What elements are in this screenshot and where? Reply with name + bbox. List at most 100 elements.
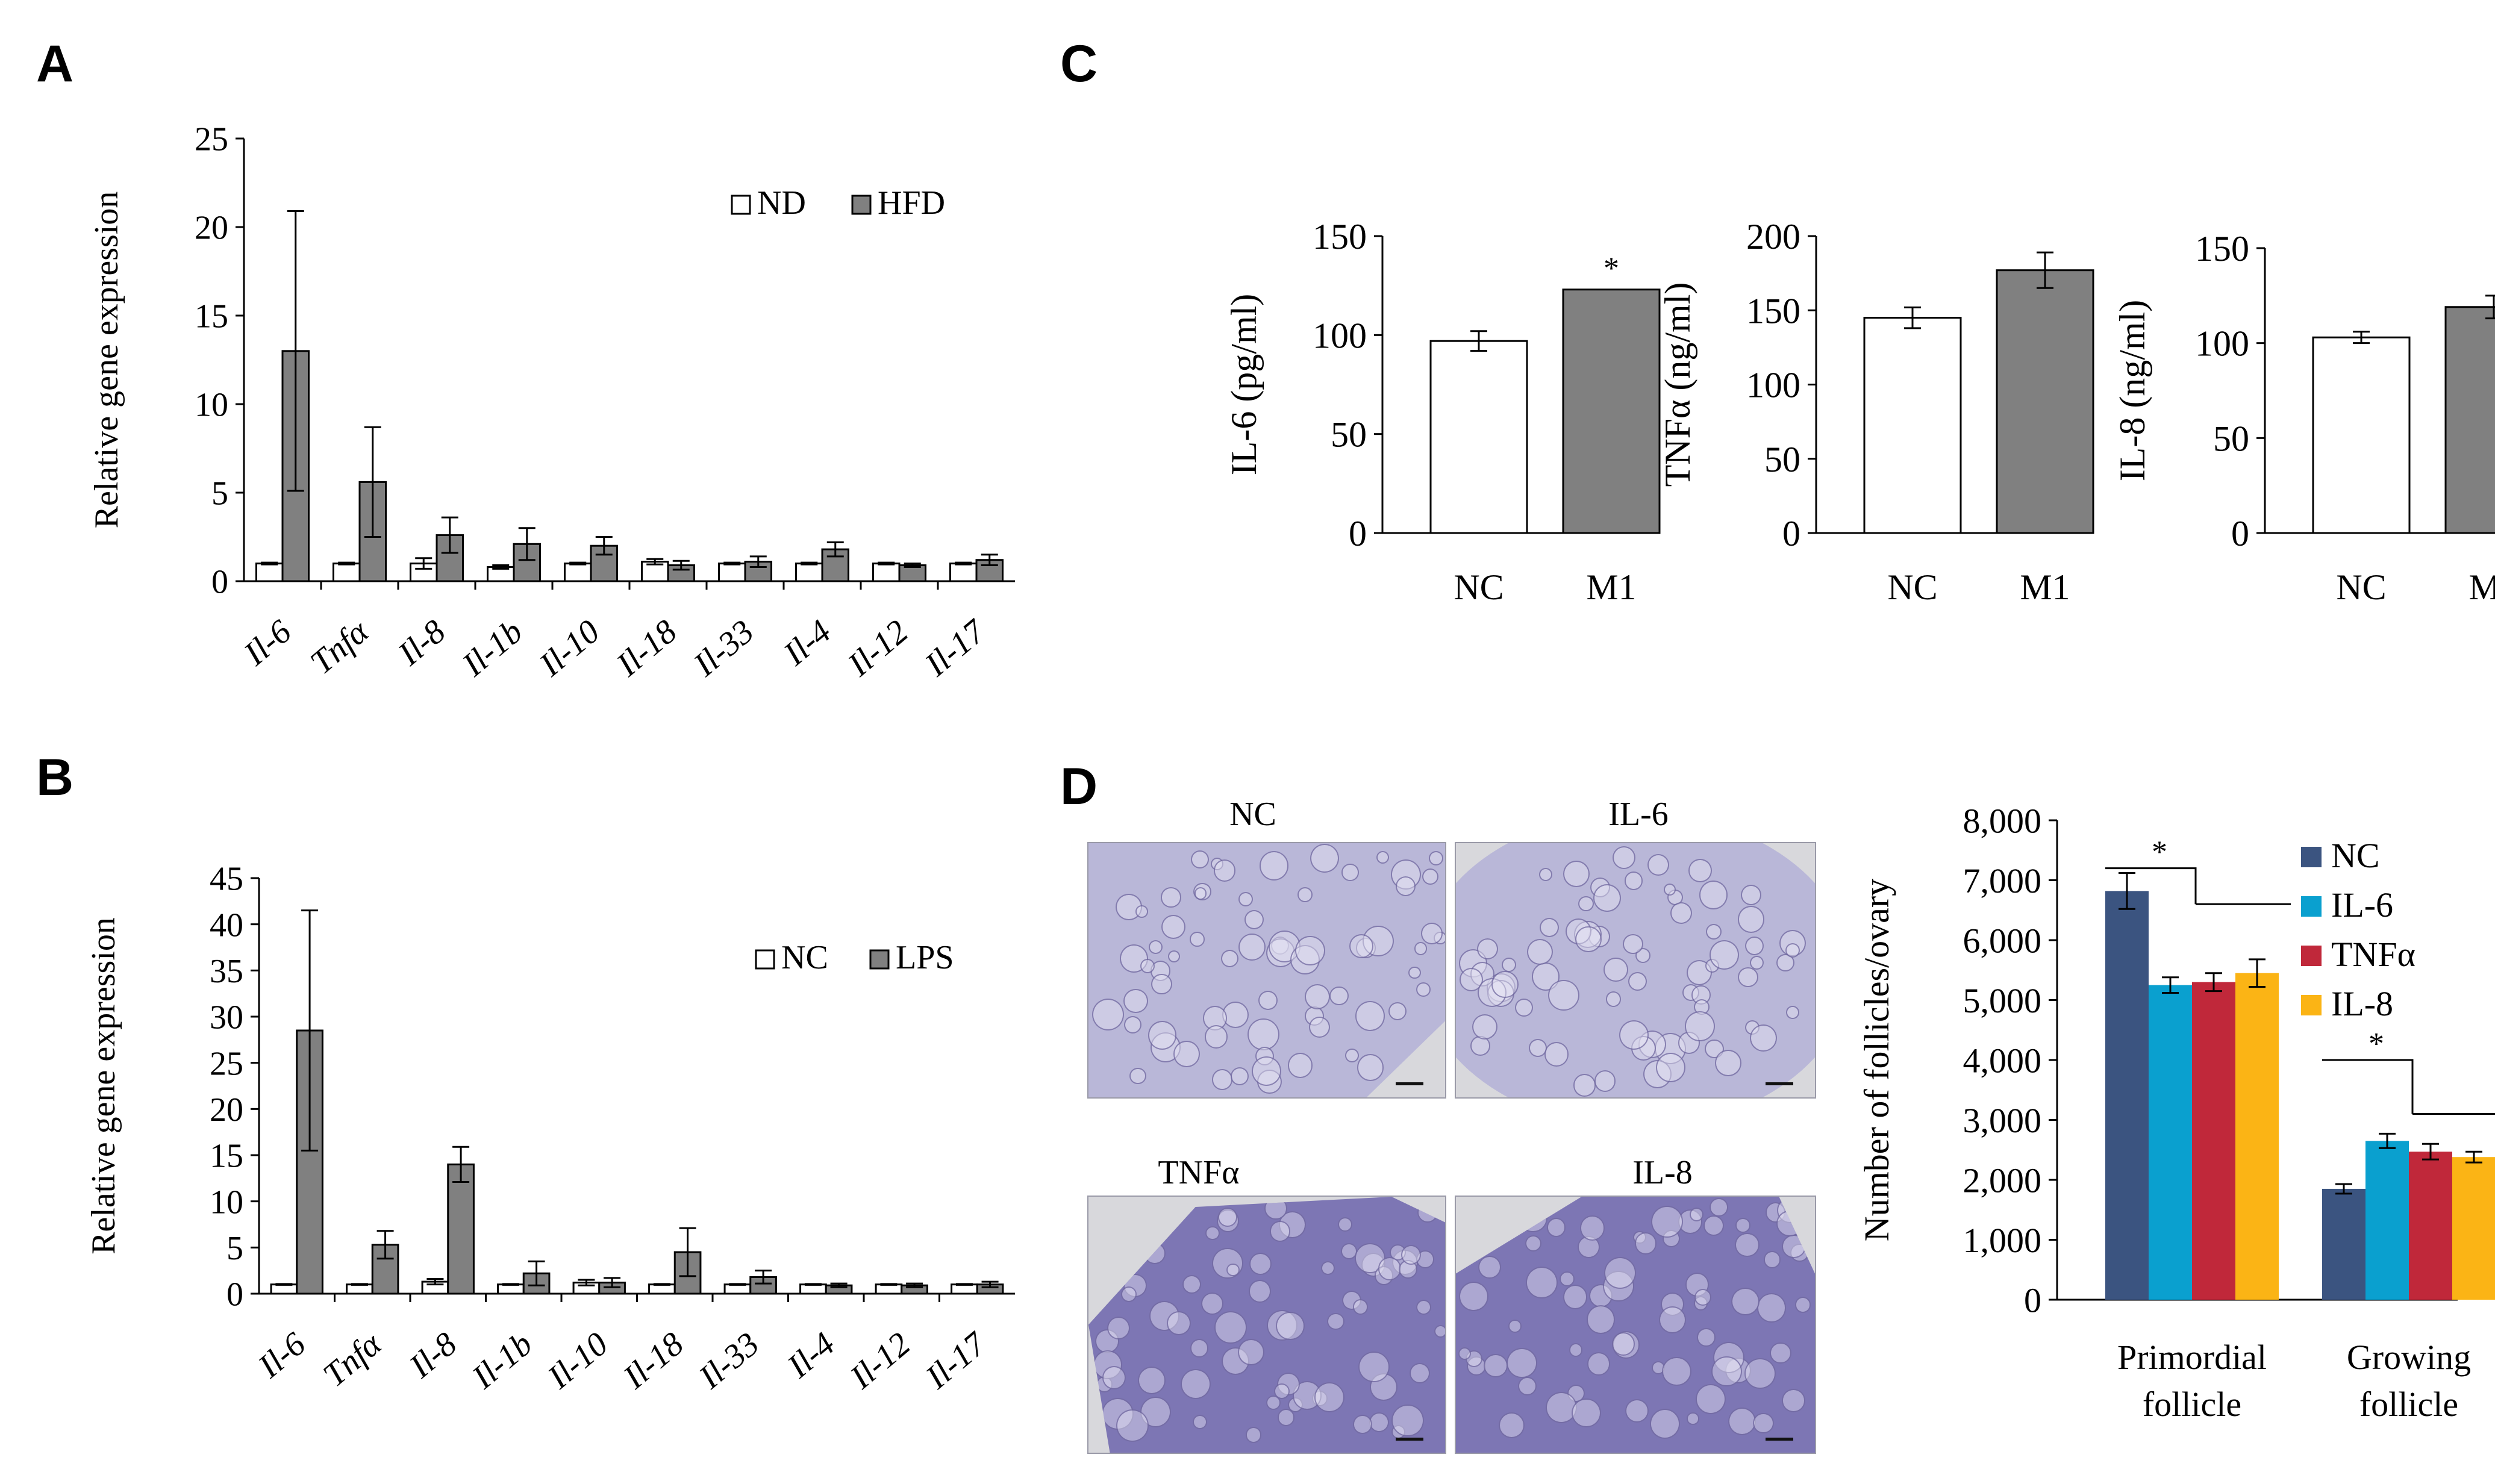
micrograph-label-il6: IL-6: [1608, 796, 1669, 833]
y-tick-label: 5,000: [1963, 981, 2042, 1020]
follicle: [1569, 1342, 1583, 1357]
y-tick-label: 6,000: [1963, 921, 2042, 960]
bar-nc-il-17: [951, 1283, 978, 1295]
significance-bracket: [2322, 1059, 2414, 1114]
micrograph-label-nc: NC: [1229, 796, 1276, 833]
follicle: [1116, 1409, 1149, 1442]
follicle: [1740, 884, 1762, 906]
follicle: [1248, 1280, 1272, 1303]
legend-label-nd: ND: [757, 184, 806, 222]
follicle: [1309, 1017, 1331, 1038]
x-tick-label-il-33: Il-33: [692, 1325, 766, 1396]
bar-nd-il-10: [563, 563, 592, 582]
ovary-tissue: [1456, 843, 1815, 1097]
bar-tnf-growing-follicle: [2409, 1152, 2452, 1300]
follicle: [1685, 1011, 1715, 1041]
follicle: [1525, 1266, 1558, 1298]
follicle: [1594, 1070, 1616, 1092]
follicle: [1763, 1251, 1781, 1268]
y-tick-label: 5: [211, 475, 228, 513]
follicle: [1491, 970, 1519, 998]
follicle: [1310, 843, 1340, 873]
y-tick-label: 100: [1313, 316, 1367, 355]
follicle: [1694, 1288, 1712, 1306]
y-tick-label: 0: [1782, 514, 1800, 553]
follicle: [1731, 1287, 1760, 1316]
y-tick-label: 7,000: [1963, 861, 2042, 900]
follicle: [1749, 955, 1764, 970]
legend-swatch-lps: [869, 949, 890, 970]
bar-nc-il-33: [723, 1283, 752, 1295]
legend-swatch-il-8: [2301, 995, 2322, 1015]
chart-b: 0 5 10 15 20 25 30 35 40 45 Relative gene expressi…: [85, 861, 1015, 1397]
x-tick-label-il-33: Il-33: [686, 613, 761, 684]
follicle: [1625, 1398, 1649, 1423]
follicle: [1129, 1067, 1147, 1085]
follicle: [1782, 1389, 1805, 1412]
follicle: [1151, 973, 1172, 994]
y-tick-label: 2,000: [1963, 1161, 2042, 1200]
x-tick-label-il-8: Il-8: [391, 613, 453, 673]
x-tick-label-il-12: Il-12: [840, 613, 915, 684]
follicle: [1201, 1292, 1223, 1315]
bar-m1: [2444, 306, 2495, 534]
follicle: [1121, 1286, 1137, 1303]
y-tick-label: 150: [1313, 217, 1367, 257]
follicle: [1634, 1232, 1657, 1255]
follicle: [1226, 1263, 1240, 1277]
y-axis-title: IL-8 (ng/ml): [2112, 300, 2152, 482]
bar-hfd-il-18: [667, 564, 696, 582]
chart-c-il8: 0 50 100 150 IL-8 (ng/ml) NC M1: [2112, 229, 2495, 607]
follicle: [1434, 1325, 1445, 1338]
follicle: [1249, 1253, 1272, 1276]
follicle: [1647, 853, 1670, 876]
follicle: [1770, 1342, 1791, 1364]
follicle: [1288, 1053, 1313, 1078]
follicle: [1526, 1197, 1550, 1222]
follicle: [1563, 860, 1590, 887]
bar-nd-il-33: [717, 563, 746, 582]
y-tick-label: 0: [2231, 514, 2249, 553]
chart-a: 0 5 10 15 20 25 Relative gene expression Il-6 Tn…: [88, 121, 1015, 684]
follicle: [1737, 906, 1765, 933]
follicle: [1670, 902, 1692, 924]
follicle: [1358, 1352, 1390, 1383]
follicle: [1091, 998, 1124, 1031]
follicle: [1593, 884, 1621, 912]
follicle: [1190, 1339, 1209, 1358]
x-tick-label-il-1b: Il-1b: [465, 1325, 540, 1396]
micrograph-label-tnfa: TNFα: [1158, 1154, 1240, 1191]
follicle: [1539, 917, 1559, 937]
follicle: [1095, 1329, 1119, 1354]
x-tick-label-il-18: Il-18: [609, 613, 684, 684]
follicle: [1211, 1069, 1233, 1090]
follicle: [1388, 1002, 1407, 1021]
follicle: [1575, 926, 1602, 953]
bar-nc-il-18: [648, 1283, 676, 1295]
follicle: [1173, 1041, 1200, 1067]
follicle: [1395, 876, 1416, 897]
y-tick-label: 50: [1764, 440, 1800, 479]
follicle: [1420, 923, 1443, 945]
y-axis-title: Relative gene expression: [88, 192, 125, 529]
follicle: [1794, 1296, 1811, 1313]
follicle: [1546, 1217, 1566, 1237]
follicle: [1786, 1006, 1799, 1019]
follicle: [1472, 1014, 1498, 1040]
follicle: [1611, 1332, 1635, 1356]
follicle: [1180, 1368, 1211, 1399]
scale-bar: [1766, 1082, 1793, 1085]
follicle: [1401, 1245, 1422, 1265]
x-tick-label-follicle-1: follicle: [2359, 1385, 2458, 1424]
follicle: [1268, 931, 1301, 963]
x-tick-label-tnf: Tnfα: [304, 612, 376, 681]
x-tick-label-il-6: Il-6: [237, 613, 299, 673]
y-tick-label: 40: [210, 906, 243, 944]
legend-label-hfd: HFD: [878, 184, 945, 222]
follicle: [1735, 1217, 1750, 1233]
bar-nc-growing-follicle: [2322, 1188, 2365, 1300]
follicle: [1705, 923, 1722, 940]
x-tick-label-nc: NC: [1454, 567, 1504, 607]
follicle: [1399, 1073, 1416, 1090]
